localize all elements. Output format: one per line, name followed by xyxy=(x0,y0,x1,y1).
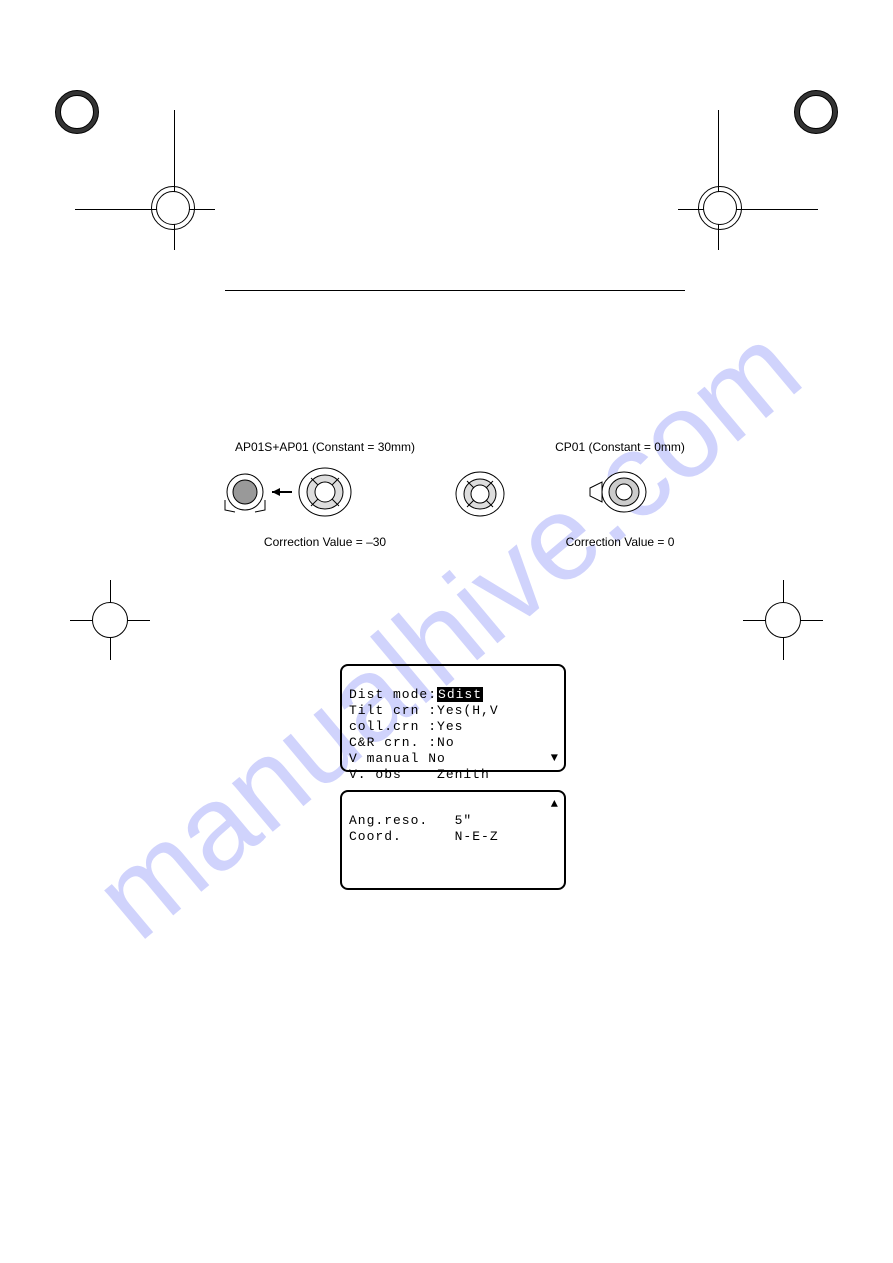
scroll-up-icon: ▲ xyxy=(551,796,558,812)
row-v-manual: V manual No xyxy=(349,751,446,766)
side-cross-left xyxy=(70,580,150,660)
row-coll-crn: coll.crn :Yes xyxy=(349,719,463,734)
row-ang-reso: Ang.reso. 5" xyxy=(349,813,472,828)
row-v-obs: V. obs Zenith xyxy=(349,767,490,782)
prism-right-correction: Correction Value = 0 xyxy=(540,535,700,549)
lcd-screen-obs-config: Dist mode:Sdist Tilt crn :Yes(H,V coll.c… xyxy=(340,664,566,772)
prism-middle-icon xyxy=(450,464,510,524)
header-divider xyxy=(225,290,685,291)
crop-mark-tl xyxy=(75,110,215,250)
crop-mark-tr xyxy=(678,110,818,250)
row-dist-mode: Dist mode:Sdist xyxy=(349,687,483,702)
prism-left-icon xyxy=(220,460,430,524)
prism-right-title: CP01 (Constant = 0mm) xyxy=(540,440,700,454)
row-tilt-crn: Tilt crn :Yes(H,V xyxy=(349,703,499,718)
prism-left-title: AP01S+AP01 (Constant = 30mm) xyxy=(210,440,440,454)
lcd-screen-obs-config-2: Ang.reso. 5" Coord. N-E-Z ▲ xyxy=(340,790,566,890)
row-cr-crn: C&R crn. :No xyxy=(349,735,455,750)
side-cross-right xyxy=(743,580,823,660)
prism-right-icon xyxy=(575,460,665,524)
row-coord: Coord. N-E-Z xyxy=(349,829,499,844)
scroll-down-icon: ▼ xyxy=(551,750,558,766)
prism-left-correction: Correction Value = –30 xyxy=(210,535,440,549)
